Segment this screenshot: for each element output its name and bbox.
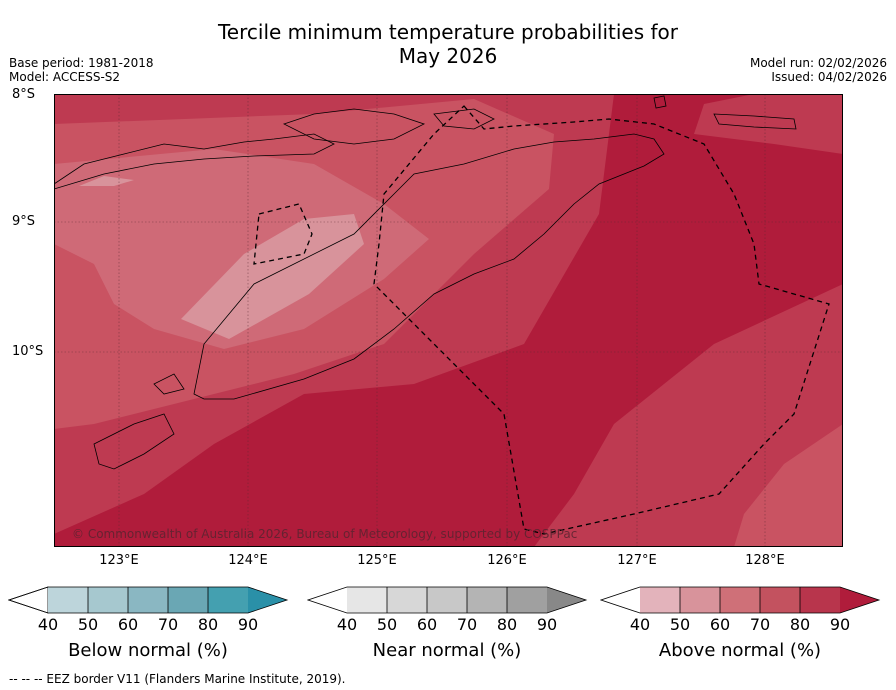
lat-label-8s: 8°S xyxy=(12,87,36,102)
base-period-label: Base period: 1981-2018 xyxy=(9,56,154,70)
legend-above-swatch-80-90 xyxy=(800,587,840,613)
legend-near-normal-title: Near normal (%) xyxy=(372,640,522,661)
legend-below-normal-colorbar xyxy=(8,585,290,615)
prob-band-80-northeast xyxy=(694,94,843,154)
eez-border xyxy=(373,105,830,535)
legend-above-swatch-70-80 xyxy=(760,587,800,613)
lon-label-123e: 123°E xyxy=(99,553,139,568)
legend-below-normal-title: Below normal (%) xyxy=(68,640,228,661)
lon-label-125e: 125°E xyxy=(357,553,397,568)
flores-coast xyxy=(54,133,335,190)
prob-band-80-southeast xyxy=(534,284,843,547)
issued-label: Issued: 04/02/2026 xyxy=(771,70,887,84)
legend-near-swatch-70-80 xyxy=(467,587,507,613)
legend-near-tick-60: 60 xyxy=(416,615,438,634)
legend-near-swatch-40-50 xyxy=(347,587,387,613)
map-title-line-1: Tercile minimum temperature probabilitie… xyxy=(217,20,679,44)
legend-below-swatch-40-50 xyxy=(48,587,88,613)
legend-near-tick-80: 80 xyxy=(496,615,518,634)
legend-above-swatch-40-50 xyxy=(640,587,680,613)
legend-below-swatch-under xyxy=(8,586,49,614)
legend-near-tick-40: 40 xyxy=(336,615,358,634)
legend-near-normal-colorbar xyxy=(307,585,589,615)
map-title-line-2: May 2026 xyxy=(398,44,498,68)
lon-label-127e: 127°E xyxy=(617,553,657,568)
prob-band-60 xyxy=(54,149,429,349)
legend-near-swatch-under xyxy=(308,587,347,613)
wetar-coast xyxy=(433,108,495,130)
leti-coast xyxy=(713,113,797,130)
legend-above-swatch-60-70 xyxy=(720,587,760,613)
legend-above-tick-40: 40 xyxy=(629,615,651,634)
lon-label-128e: 128°E xyxy=(745,553,785,568)
rote-coast xyxy=(153,373,185,395)
legend-above-normal-title: Above normal (%) xyxy=(658,640,822,661)
legend-below-swatch-70-80 xyxy=(168,587,208,613)
legend-near-swatch-over xyxy=(547,587,586,613)
model-run-label: Model run: 02/02/2026 xyxy=(749,56,887,70)
sawu-coast xyxy=(93,413,175,470)
legend-below-tick-40: 40 xyxy=(37,615,59,634)
legend-above-tick-80: 80 xyxy=(789,615,811,634)
legend-below-tick-50: 50 xyxy=(77,615,99,634)
legend-near-tick-50: 50 xyxy=(376,615,398,634)
legend-below-tick-60: 60 xyxy=(117,615,139,634)
probability-map xyxy=(54,94,843,547)
legend-below-tick-70: 70 xyxy=(157,615,179,634)
coastlines xyxy=(54,95,797,470)
legend-above-swatch-50-60 xyxy=(680,587,720,613)
copyright-notice: © Commonwealth of Australia 2026, Bureau… xyxy=(72,527,578,541)
legend-near-swatch-80-90 xyxy=(507,587,547,613)
legend-above-tick-70: 70 xyxy=(749,615,771,634)
legend-near-tick-90: 90 xyxy=(536,615,558,634)
legend-above-tick-90: 90 xyxy=(829,615,851,634)
legend-near-swatch-50-60 xyxy=(387,587,427,613)
legend-below-swatch-60-70 xyxy=(128,587,168,613)
legend-above-swatch-over xyxy=(840,587,879,613)
prob-band-50-north xyxy=(79,176,134,186)
legend-below-swatch-50-60 xyxy=(88,587,128,613)
prob-band-70-southeast xyxy=(734,424,843,547)
lat-label-10s: 10°S xyxy=(12,344,44,359)
legend-below-tick-80: 80 xyxy=(197,615,219,634)
legend-below-tick-90: 90 xyxy=(237,615,259,634)
legend-above-normal-colorbar xyxy=(600,585,882,615)
legend-above-tick-50: 50 xyxy=(669,615,691,634)
timor-coast xyxy=(193,133,665,400)
legend-above-tick-60: 60 xyxy=(709,615,731,634)
model-label: Model: ACCESS-S2 xyxy=(9,70,121,84)
lat-label-9s: 9°S xyxy=(12,214,36,229)
prob-band-50 xyxy=(181,214,364,339)
lon-label-124e: 124°E xyxy=(228,553,268,568)
lon-label-126e: 126°E xyxy=(487,553,527,568)
eez-border-footnote: -- -- -- EEZ border V11 (Flanders Marine… xyxy=(9,672,346,686)
legend-near-swatch-60-70 xyxy=(427,587,467,613)
legend-below-swatch-over xyxy=(248,587,287,613)
legend-above-swatch-under xyxy=(601,587,640,613)
kisar-coast xyxy=(653,95,667,109)
alor-coast xyxy=(282,108,426,145)
eez-border-oecusse xyxy=(253,203,313,265)
legend-near-tick-70: 70 xyxy=(456,615,478,634)
legend-below-swatch-80-90 xyxy=(208,587,248,613)
